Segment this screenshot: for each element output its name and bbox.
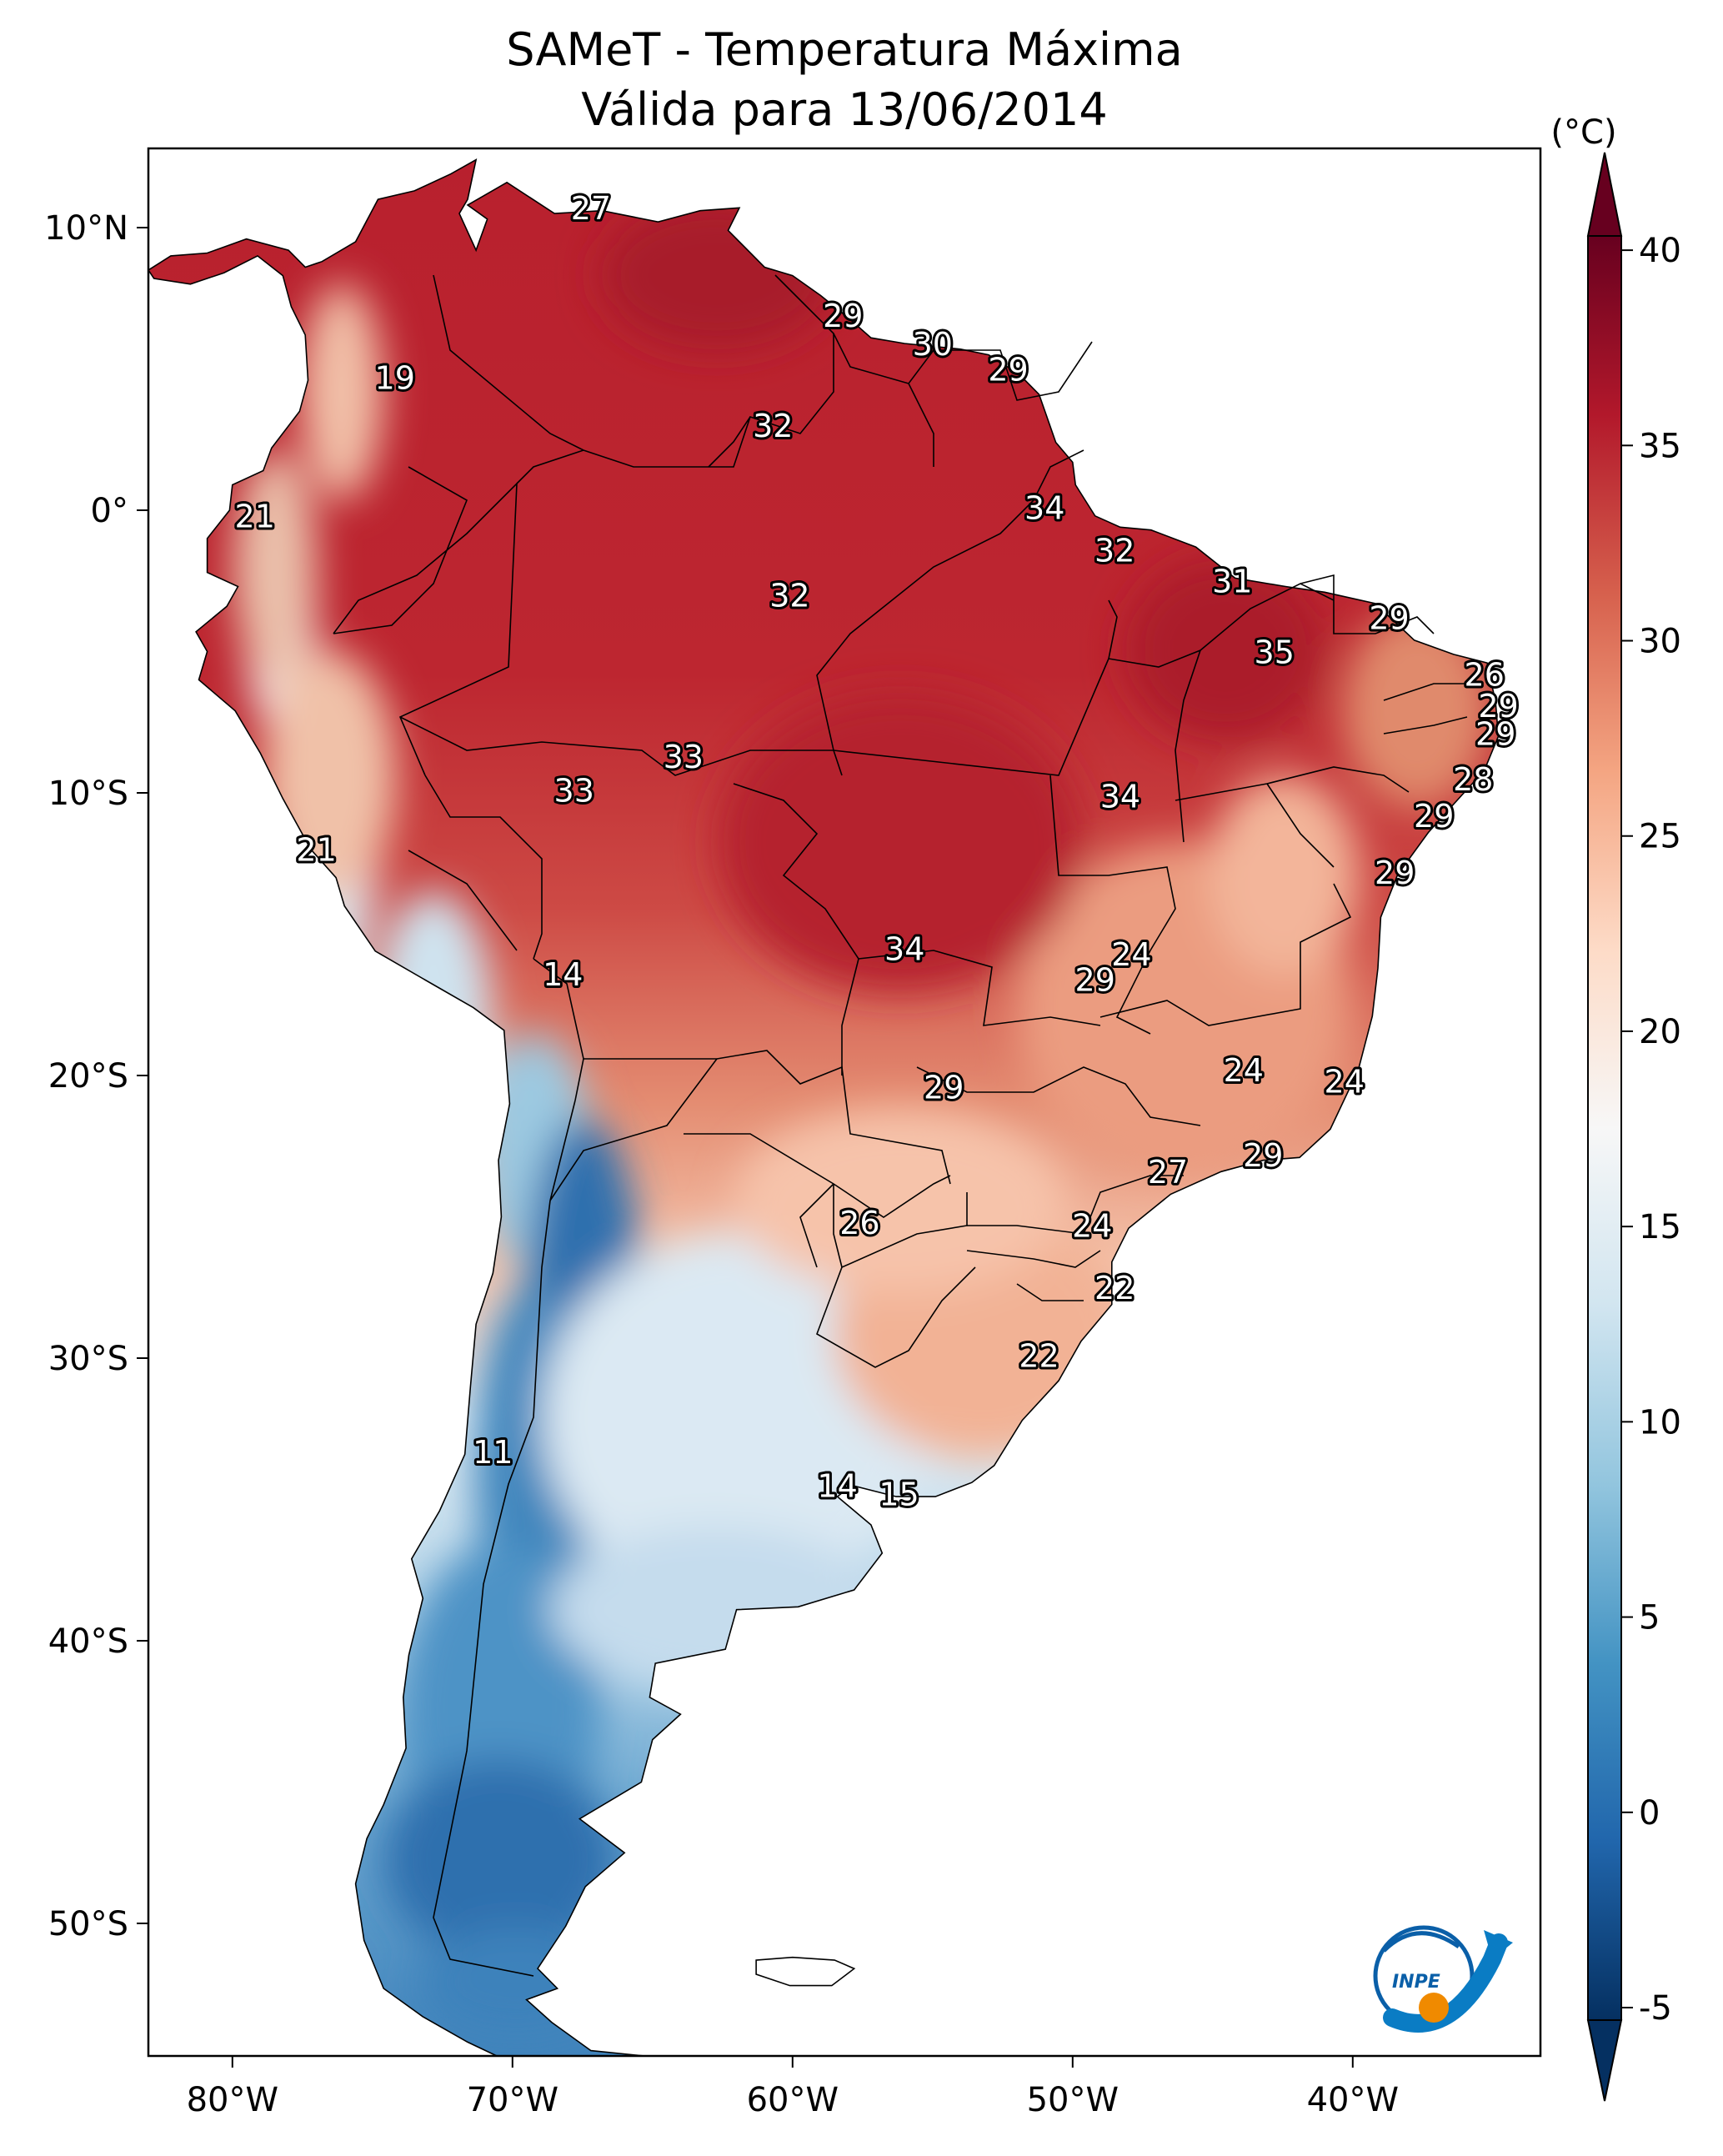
colorbar-tick-label: 30 <box>1639 623 1681 661</box>
map-title-line2: Válida para 13/06/2014 <box>581 83 1107 136</box>
station-value-label: 27 <box>1148 1154 1188 1191</box>
latitude-ticks: 10°N 0° 10°S 20°S 30°S 40°S 50°S <box>44 209 148 1943</box>
station-value-label: 14 <box>543 956 583 993</box>
station-value-label: 34 <box>884 930 924 967</box>
station-value-label: 22 <box>1094 1270 1134 1306</box>
station-value-label: 29 <box>1243 1137 1283 1174</box>
colorbar-tick-label: 35 <box>1639 427 1681 465</box>
station-value-label: 26 <box>839 1205 879 1241</box>
longitude-tick-label: 80°W <box>187 2081 278 2119</box>
longitude-tick-label: 50°W <box>1027 2081 1119 2119</box>
station-value-label: 29 <box>1414 798 1454 835</box>
colorbar: (°C) 40 35 30 25 20 15 10 5 0 -5 <box>1550 113 1681 2102</box>
latitude-tick-label: 50°S <box>48 1905 128 1943</box>
falkland-islands <box>755 1956 856 1987</box>
station-value-label: 29 <box>1075 962 1115 999</box>
colorbar-body <box>1587 235 1622 2021</box>
colorbar-max-extension <box>1586 152 1623 237</box>
station-value-label: 24 <box>1325 1064 1365 1101</box>
longitude-tick-label: 40°W <box>1307 2081 1399 2119</box>
map-title-line1: SAMeT - Temperatura Máxima <box>506 23 1182 76</box>
colorbar-tick-label: -5 <box>1639 1989 1672 2028</box>
station-value-label: 29 <box>924 1069 964 1106</box>
colorbar-tick-label: 5 <box>1639 1599 1660 1637</box>
political-borders <box>148 158 1500 2056</box>
colorbar-tick-label: 20 <box>1639 1013 1681 1051</box>
station-value-label: 14 <box>817 1467 857 1504</box>
station-value-label: 24 <box>1072 1208 1112 1245</box>
station-value-label: 19 <box>375 360 415 397</box>
station-value-label: 29 <box>1478 688 1518 725</box>
station-value-label: 28 <box>1453 761 1493 798</box>
colorbar-tick-label: 25 <box>1639 818 1681 856</box>
station-value-label: 35 <box>1255 634 1295 670</box>
station-value-label: 29 <box>1475 716 1515 753</box>
station-value-label: 26 <box>1465 657 1505 694</box>
station-value-label: 34 <box>1100 778 1140 815</box>
station-value-label: 34 <box>1024 490 1064 527</box>
colorbar-tick-label: 10 <box>1639 1403 1681 1442</box>
colorbar-tick-label: 15 <box>1639 1208 1681 1246</box>
station-value-label: 29 <box>1369 600 1409 637</box>
station-value-label: 15 <box>879 1477 919 1513</box>
station-value-label: 29 <box>1375 855 1415 891</box>
latitude-tick-label: 10°S <box>48 775 128 813</box>
longitude-tick-label: 60°W <box>747 2081 839 2119</box>
station-value-label: 30 <box>913 326 953 363</box>
station-value-label: 32 <box>1094 532 1134 569</box>
longitude-ticks: 80°W 70°W 60°W 50°W 40°W <box>187 2056 1399 2119</box>
latitude-tick-label: 20°S <box>48 1057 128 1096</box>
latitude-tick-label: 10°N <box>44 209 128 248</box>
map-frame <box>147 147 1542 2058</box>
station-value-label: 29 <box>988 351 1028 388</box>
station-value-label: 32 <box>769 578 809 614</box>
inpe-logo: INPE <box>1373 1925 1513 2033</box>
station-value-label: 24 <box>1111 936 1151 973</box>
station-value-label: 22 <box>1019 1338 1059 1375</box>
colorbar-unit-label: (°C) <box>1550 113 1616 152</box>
station-value-label: 31 <box>1212 564 1252 600</box>
colorbar-min-extension <box>1586 2019 1623 2102</box>
station-value-label: 33 <box>554 773 594 810</box>
station-value-label: 29 <box>823 298 863 334</box>
station-value-label: 21 <box>235 499 275 535</box>
station-value-label: 21 <box>296 832 336 869</box>
latitude-tick-label: 0° <box>91 492 128 530</box>
colorbar-tick-label: 0 <box>1639 1794 1660 1833</box>
longitude-tick-label: 70°W <box>467 2081 558 2119</box>
latitude-tick-label: 30°S <box>48 1340 128 1378</box>
station-value-label: 27 <box>571 190 611 227</box>
latitude-tick-label: 40°S <box>48 1622 128 1661</box>
svg-text:INPE: INPE <box>1392 1972 1440 1993</box>
station-value-label: 11 <box>473 1434 513 1471</box>
station-value-label: 33 <box>664 739 704 775</box>
station-value-label: 32 <box>753 408 793 444</box>
colorbar-tick-label: 40 <box>1639 232 1681 270</box>
station-value-label: 24 <box>1224 1052 1264 1089</box>
colorbar-ticks: 40 35 30 25 20 15 10 5 0 -5 <box>1621 232 1681 2028</box>
